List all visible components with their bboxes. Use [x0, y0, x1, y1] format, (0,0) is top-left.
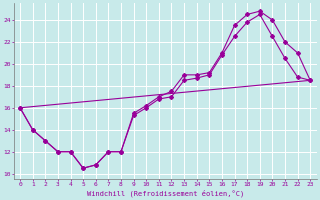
X-axis label: Windchill (Refroidissement éolien,°C): Windchill (Refroidissement éolien,°C) — [86, 189, 244, 197]
